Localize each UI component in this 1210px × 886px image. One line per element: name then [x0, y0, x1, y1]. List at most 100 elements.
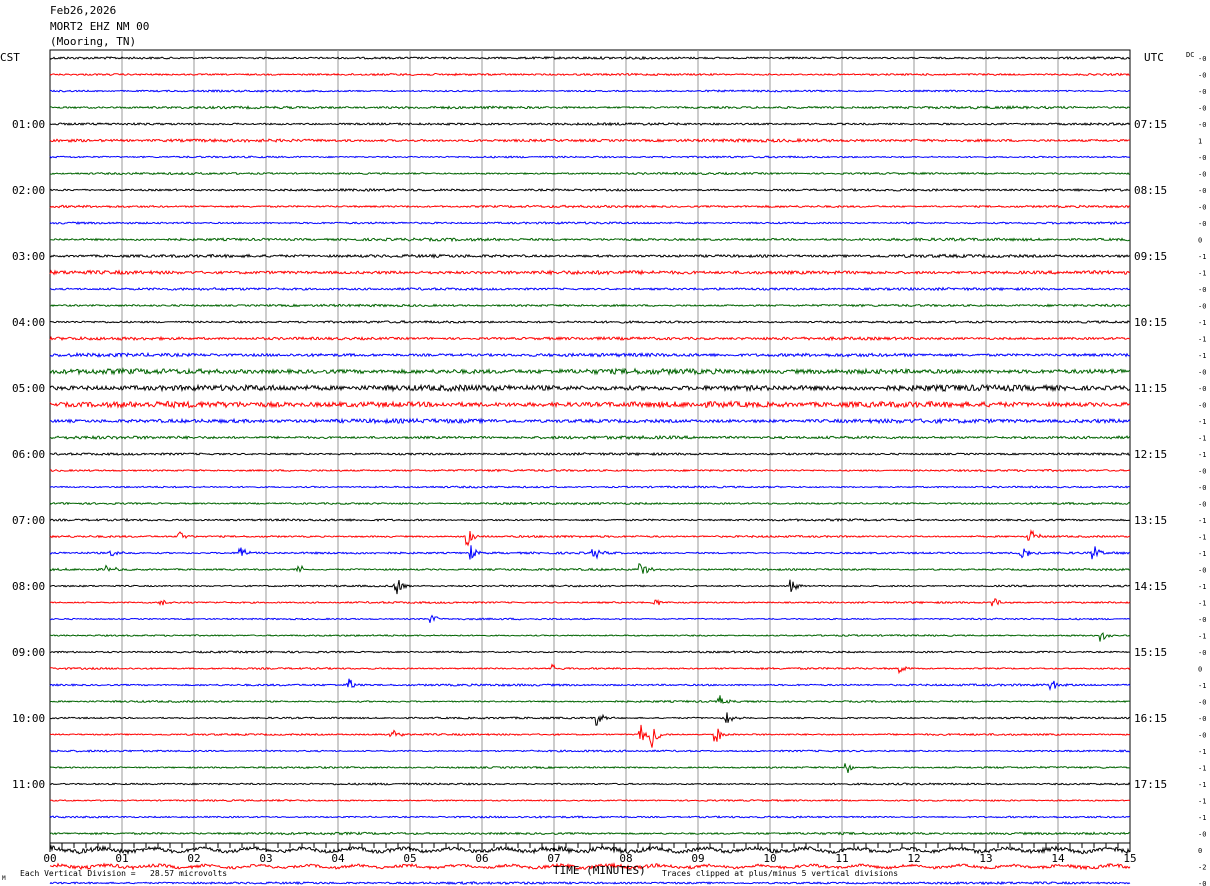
trace-15: [50, 303, 1131, 308]
trace-13: [49, 269, 1131, 276]
clip-note: Traces clipped at plus/minus 5 vertical …: [662, 869, 898, 878]
trace-18: [49, 351, 1131, 358]
utc-hour-label: 14:15: [1134, 580, 1167, 593]
trace-37: [49, 663, 1131, 675]
dc-offset-value: -1: [1198, 682, 1206, 690]
trace-24: [49, 451, 1131, 457]
trace-6: [49, 155, 1131, 159]
minute-tick-label: 14: [1051, 852, 1065, 865]
dc-offset-value: 0: [1198, 666, 1202, 674]
minute-tick-label: 13: [979, 852, 992, 865]
trace-44: [49, 782, 1131, 786]
dc-offset-value: -1: [1198, 550, 1206, 558]
minute-tick-label: 12: [907, 852, 920, 865]
minute-tick-label: 01: [115, 852, 128, 865]
utc-hour-label: 08:15: [1134, 184, 1167, 197]
trace-17: [49, 335, 1131, 342]
trace-27: [49, 501, 1131, 506]
minute-tick-label: 08: [619, 852, 632, 865]
minute-tick-label: 05: [403, 852, 416, 865]
cst-hour-label: 06:00: [12, 448, 45, 461]
station-code: MORT2 EHZ NM 00: [50, 20, 150, 33]
minute-tick-label: 11: [835, 852, 848, 865]
trace-9: [49, 204, 1131, 209]
trace-0: [49, 55, 1131, 61]
dc-offset-value: -1: [1198, 765, 1206, 773]
dc-offset-value: -0: [1198, 385, 1206, 393]
trace-38: [49, 678, 1131, 692]
minute-gridlines: [121, 50, 1059, 843]
dc-offset-value: -0: [1198, 484, 1206, 492]
trace-7: [49, 171, 1130, 176]
dc-offset-value: -1: [1198, 814, 1206, 822]
cst-hour-labels: 01:00 02:00 03:00 04:00 05:00 06:00 07:00 08:00…: [12, 118, 45, 791]
dc-offset-value: -0: [1198, 105, 1206, 113]
minute-tick-label: 04: [331, 852, 345, 865]
trace-47: [49, 831, 1130, 836]
trace-1: [49, 72, 1131, 77]
trace-25: [49, 468, 1131, 473]
trace-39: [49, 695, 1131, 704]
dc-offset-value: -1: [1198, 451, 1206, 459]
dc-offset-value: -0: [1198, 649, 1206, 657]
minute-tick-label: 00: [43, 852, 56, 865]
dc-offset-value: -1: [1198, 418, 1206, 426]
dc-offset-value: -0: [1198, 204, 1206, 212]
dc-offset-value: -1: [1198, 600, 1206, 608]
trace-42: [49, 749, 1131, 753]
minute-tick-label: 02: [187, 852, 200, 865]
trace-41: [49, 724, 1131, 748]
dc-offset-value: 1: [1198, 138, 1202, 146]
trace-23: [49, 434, 1131, 441]
dc-offset-value: -0: [1198, 55, 1206, 63]
dc-offset-labels: -0 -0 -0 -0 -0 1 -0 -0 -0 -0 -0 0 -1 -1 -0 -0 -1 -1 -1 -0 -0…: [1198, 55, 1206, 886]
dc-offset-value: -1: [1198, 534, 1206, 542]
trace-32: [49, 579, 1131, 595]
dc-offset-value: -0: [1198, 616, 1206, 624]
trace-48: [49, 844, 1131, 855]
trace-26: [49, 485, 1131, 489]
trace-2: [49, 89, 1131, 93]
trace-34: [50, 614, 1131, 623]
trace-5: [49, 137, 1131, 144]
utc-hour-label: 09:15: [1134, 250, 1167, 263]
cst-hour-label: 01:00: [12, 118, 45, 131]
utc-hour-label: 07:15: [1134, 118, 1167, 131]
minute-tick-label: 03: [259, 852, 272, 865]
dc-offset-value: 0: [1198, 237, 1202, 245]
dc-offset-value: -0: [1198, 880, 1206, 886]
station-location: (Mooring, TN): [50, 35, 137, 48]
trace-14: [49, 286, 1131, 292]
dc-offset-value: -1: [1198, 336, 1206, 344]
time-axis-ticks: [49, 843, 1131, 852]
dc-offset-value: -1: [1198, 517, 1206, 525]
cst-hour-label: 03:00: [12, 250, 45, 263]
dc-offset-value: -0: [1198, 220, 1206, 228]
trace-11: [49, 237, 1131, 243]
trace-46: [49, 815, 1131, 819]
dc-offset-value: -0: [1198, 567, 1206, 575]
trace-31: [49, 563, 1131, 574]
cst-hour-label: 10:00: [12, 712, 45, 725]
dc-offset-value: 0: [1198, 847, 1202, 855]
utc-hour-label: 17:15: [1134, 778, 1167, 791]
minute-tick-label: 06: [475, 852, 488, 865]
trace-43: [49, 763, 1131, 774]
trace-10: [49, 221, 1131, 226]
corner-mark: M: [2, 875, 6, 882]
x-axis-title: TIME (MINUTES): [553, 864, 646, 877]
dc-offset-value: -0: [1198, 303, 1206, 311]
trace-16: [49, 319, 1131, 324]
utc-hour-label: 13:15: [1134, 514, 1167, 527]
trace-40: [49, 712, 1131, 726]
trace-20: [49, 383, 1131, 393]
trace-30: [49, 545, 1131, 560]
vertical-division-note: Each Vertical Division = 28.57 microvolt…: [20, 869, 227, 878]
cst-hour-label: 05:00: [12, 382, 45, 395]
cst-hour-label: 09:00: [12, 646, 45, 659]
cst-hour-label: 02:00: [12, 184, 45, 197]
dc-offset-value: -0: [1198, 121, 1206, 129]
dc-offset-value: -0: [1198, 171, 1206, 179]
dc-offset-value: -1: [1198, 633, 1206, 641]
